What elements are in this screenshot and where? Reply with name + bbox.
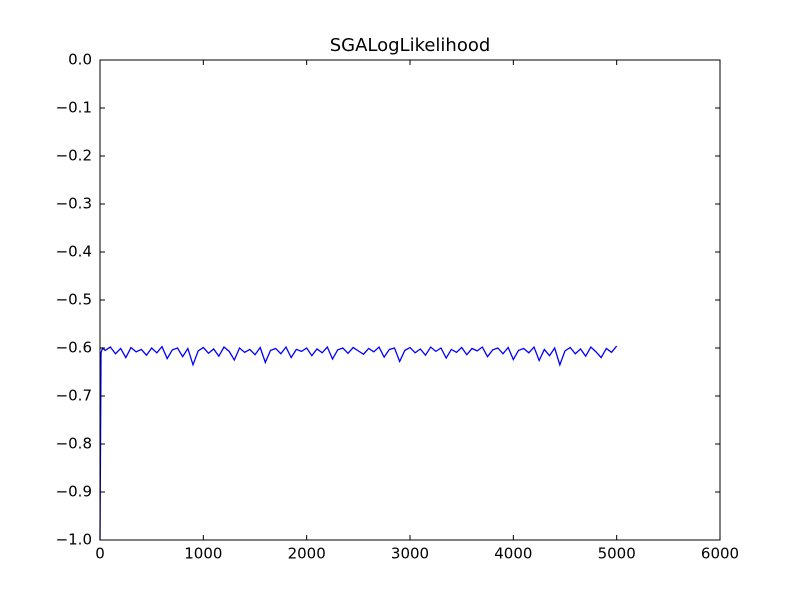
x-tick-label: 6000 [701, 545, 739, 563]
y-tick-label: −0.1 [56, 99, 92, 117]
x-tick-label: 4000 [494, 545, 532, 563]
y-tick-label: −0.2 [56, 147, 92, 165]
plot-frame [99, 59, 721, 541]
x-tick-label: 0 [95, 545, 105, 563]
chart-title: SGALogLikelihood [330, 35, 491, 56]
y-tick-label: −0.8 [56, 435, 92, 453]
x-tick-label: 2000 [288, 545, 326, 563]
y-tick-label: −0.7 [56, 387, 92, 405]
y-tick-label: 0.0 [68, 51, 92, 69]
y-tick-label: −0.3 [56, 195, 92, 213]
y-tick-label: −0.5 [56, 291, 92, 309]
x-tick-label: 3000 [391, 545, 429, 563]
x-tick-label: 1000 [184, 545, 222, 563]
y-tick-label: −0.6 [56, 339, 92, 357]
y-tick-label: −0.4 [56, 243, 92, 261]
y-tick-label: −1.0 [56, 531, 92, 549]
x-tick-label: 5000 [598, 545, 636, 563]
y-tick-label: −0.9 [56, 483, 92, 501]
data-line [99, 345, 618, 541]
